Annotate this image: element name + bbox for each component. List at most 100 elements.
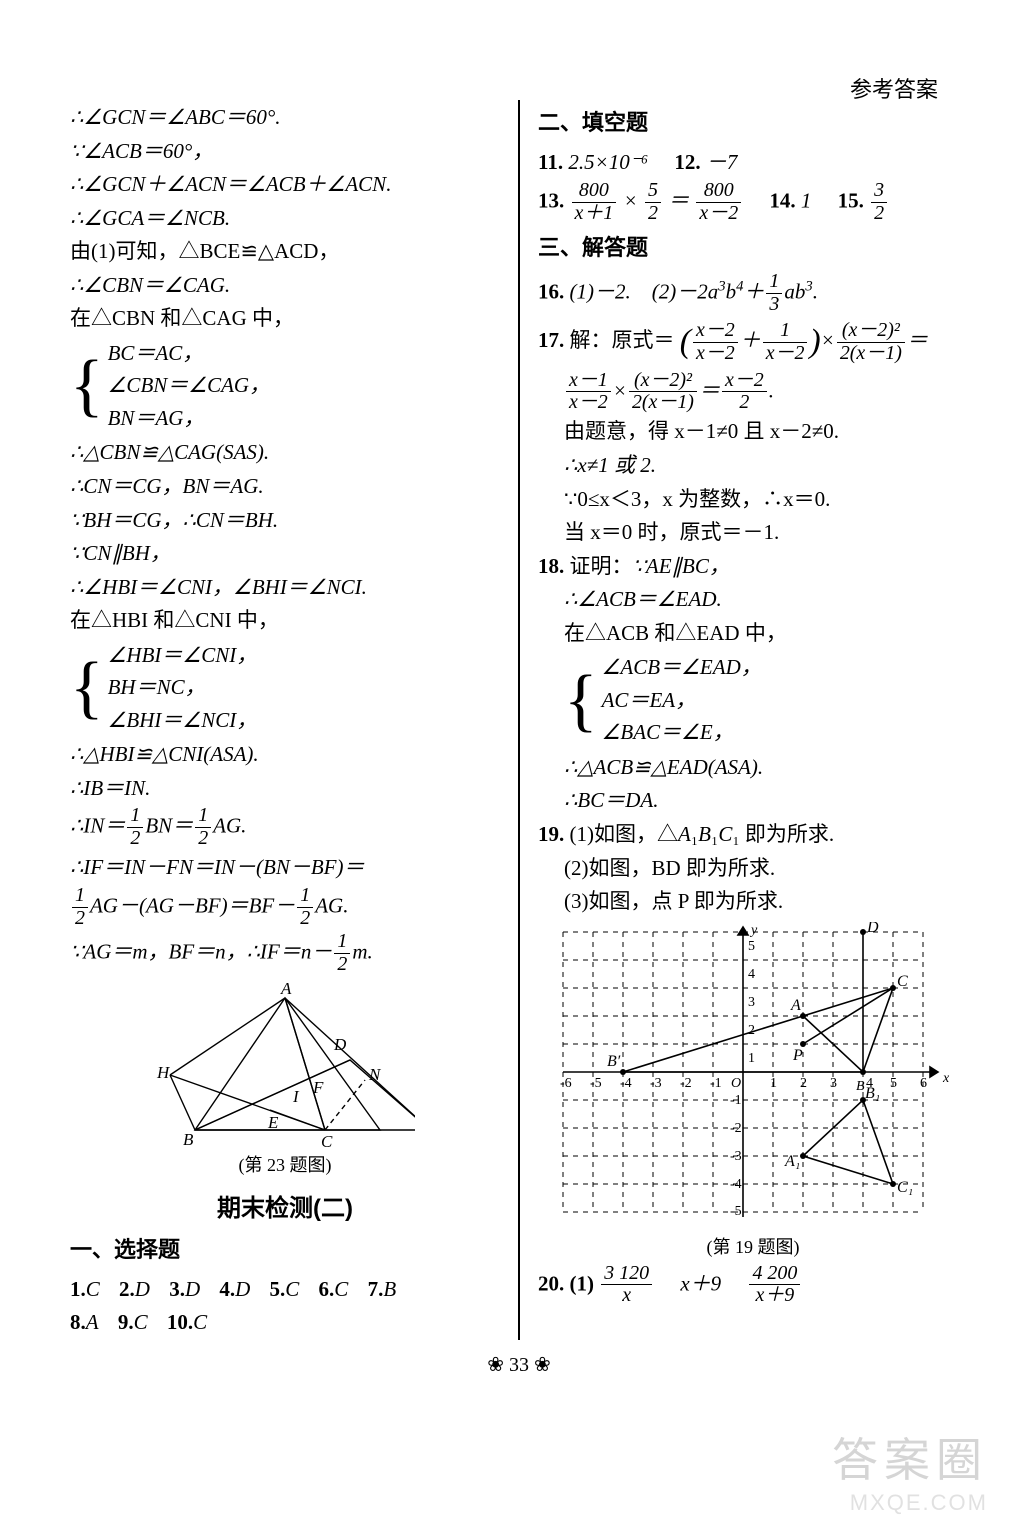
svg-text:A₁: A₁ [784,1153,800,1170]
q18-line2: ∴∠ACB＝∠EAD. [538,583,968,616]
svg-text:C: C [321,1132,333,1150]
coordinate-graph: -6-5-4-3-2-1 O 123B456 54321 -1-2-3-4-5 … [543,922,963,1232]
proof-line: 在△HBI 和△CNI 中， [70,604,500,637]
svg-text:-3: -3 [650,1076,662,1091]
section-solve: 三、解答题 [538,231,968,265]
svg-text:H: H [156,1063,171,1082]
svg-text:x: x [942,1071,950,1086]
proof-line: ∴∠GCA＝∠NCB. [70,202,500,235]
svg-text:-1: -1 [710,1076,722,1091]
brace-line: ∠CBN＝∠CAG， [108,369,271,402]
proof-line: ∴∠HBI＝∠CNI，∠BHI＝∠NCI. [70,571,500,604]
svg-text:5: 5 [748,939,755,954]
svg-text:3: 3 [830,1076,837,1091]
svg-text:-2: -2 [730,1121,742,1136]
svg-text:C₁: C₁ [897,1179,913,1196]
proof-line: ∴IB＝IN. [70,772,500,805]
svg-text:D: D [866,922,879,936]
svg-text:4: 4 [748,967,755,982]
answers-row-1: 1.C 2.D 3.D 4.D 5.C 6.C 7.B [70,1273,500,1306]
q18-line1: 18. 证明：∵AE∥BC， [538,550,968,583]
svg-text:E: E [267,1113,279,1132]
proof-line: ∴∠GCN＝∠ABC＝60°. [70,101,500,134]
right-column: 二、填空题 11. 2.5×10⁻⁶ 12. －7 13. 800x＋1 × 5… [520,100,968,1340]
fraction-line: ∴IN＝12BN＝12AG. [70,805,500,850]
q16: 16. (1)－2. (2)－2a3b4＋13ab3. [538,271,968,316]
fraction-line: ∴IF＝IN－FN＝IN－(BN－BF)＝ [70,851,500,884]
brace-line: BC＝AC， [108,337,271,370]
figure-caption-23: (第 23 题图) [70,1152,500,1180]
svg-text:-4: -4 [620,1076,632,1091]
q17-line6: 当 x＝0 时，原式＝－1. [538,516,968,549]
brace-line: ∠BHI＝∠NCI， [108,704,258,737]
proof-line: ∵CN∥BH， [70,537,500,570]
q17-line1: 17. 解：原式＝ (x－2x－2＋1x－2)×(x－2)²2(x－1)＝ [538,316,968,368]
svg-text:-5: -5 [730,1204,742,1219]
q18-line5: ∴BC＝DA. [538,784,968,817]
svg-text:I: I [292,1087,300,1106]
q19-line1: 19. (1)如图，△A₁B₁C₁ 即为所求. [538,818,968,851]
q18-line4: ∴△ACB≌△EAD(ASA). [538,751,968,784]
watermark: 答案圈 MXQE.COM [832,1424,988,1516]
exam-title: 期末检测(二) [70,1190,500,1227]
q18-brace: { ∠ACB＝∠EAD， AC＝EA， ∠BAC＝∠E， [538,651,968,749]
q19-line3: (3)如图，点 P 即为所求. [538,885,968,918]
brace-system-1: { BC＝AC， ∠CBN＝∠CAG， BN＝AG， [70,337,500,435]
section-fill: 二、填空题 [538,106,968,140]
q17-line3: 由题意，得 x－1≠0 且 x－2≠0. [538,415,968,448]
svg-text:2: 2 [800,1076,807,1091]
q17-line2: x－1x－2×(x－2)²2(x－1)＝x－22. [538,370,968,415]
figure-caption-19: (第 19 题图) [538,1234,968,1262]
svg-text:1: 1 [748,1051,755,1066]
svg-text:B: B [183,1130,194,1149]
svg-text:-5: -5 [590,1076,602,1091]
svg-text:P: P [792,1047,803,1064]
left-column: ∴∠GCN＝∠ABC＝60°. ∵∠ACB＝60°， ∴∠GCN＋∠ACN＝∠A… [70,100,518,1340]
proof-line: ∴△HBI≌△CNI(ASA). [70,738,500,771]
svg-text:3: 3 [748,995,755,1010]
svg-text:-3: -3 [730,1149,742,1164]
proof-line: ∴△CBN≌△CAG(SAS). [70,436,500,469]
q19-line2: (2)如图，BD 即为所求. [538,852,968,885]
answers-row-2: 8.A 9.C 10.C [70,1306,500,1339]
svg-text:O: O [731,1076,741,1091]
q11-q12: 11. 2.5×10⁻⁶ 12. －7 [538,146,968,179]
fraction-line: 12AG－(AG－BF)＝BF－12AG. [70,885,500,930]
svg-text:A: A [790,997,801,1014]
svg-text:N: N [368,1065,382,1084]
svg-text:-1: -1 [730,1093,742,1108]
svg-text:B₁: B₁ [865,1085,880,1102]
q13-q15: 13. 800x＋1 × 52 ＝ 800x－2 14. 1 15. 32 [538,180,968,225]
proof-line: 由(1)可知，△BCE≌△ACD， [70,235,500,268]
svg-text:F: F [312,1078,324,1097]
brace-line: ∠HBI＝∠CNI， [108,639,258,672]
proof-line: 在△CBN 和△CAG 中， [70,302,500,335]
svg-text:A: A [280,980,292,998]
q17-line4: ∴x≠1 或 2. [538,449,968,482]
svg-text:B: B [856,1079,865,1094]
svg-text:5: 5 [890,1076,897,1091]
proof-line: ∵BH＝CG，∴CN＝BH. [70,504,500,537]
q20: 20. (1) 3 120x x＋9 4 200x＋9 [538,1263,968,1308]
section-choice: 一、选择题 [70,1233,500,1267]
svg-text:B′: B′ [607,1053,621,1070]
svg-text:6: 6 [920,1076,927,1091]
page-number: ❀ 33 ❀ [70,1352,968,1377]
proof-line: ∴CN＝CG，BN＝AG. [70,470,500,503]
brace-system-2: { ∠HBI＝∠CNI， BH＝NC， ∠BHI＝∠NCI， [70,639,500,737]
svg-text:1: 1 [770,1076,777,1091]
brace-line: BN＝AG， [108,402,271,435]
q17-line5: ∵0≤x＜3，x 为整数，∴x＝0. [538,483,968,516]
svg-text:-4: -4 [730,1177,742,1192]
svg-text:-6: -6 [560,1076,572,1091]
fraction-line: ∵AG＝m，BF＝n，∴IF＝n－12m. [70,931,500,976]
proof-line: ∴∠GCN＋∠ACN＝∠ACB＋∠ACN. [70,168,500,201]
q18-line3: 在△ACB 和△EAD 中， [538,617,968,650]
proof-line: ∵∠ACB＝60°， [70,135,500,168]
brace-line: BH＝NC， [108,671,258,704]
svg-text:C: C [897,973,908,990]
triangle-figure: A B C D E F G H I N [155,980,415,1150]
svg-text:y: y [749,923,758,938]
proof-line: ∴∠CBN＝∠CAG. [70,269,500,302]
svg-text:-2: -2 [680,1076,692,1091]
